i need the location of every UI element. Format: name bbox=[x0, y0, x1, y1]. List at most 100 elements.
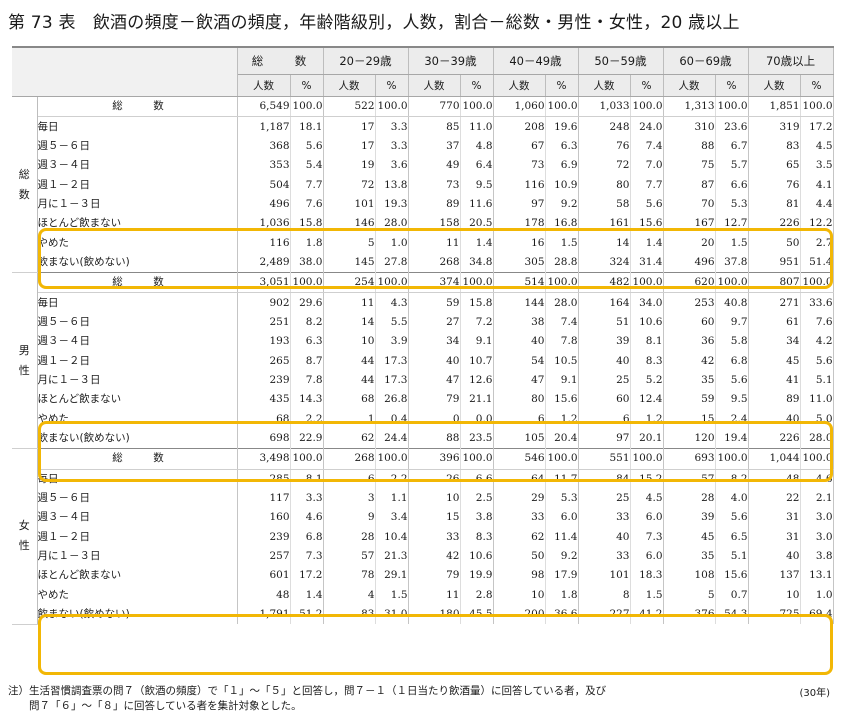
cell-count: 693 bbox=[663, 448, 716, 470]
cell-percent: 7.7 bbox=[630, 175, 664, 195]
cell-percent: 51.4 bbox=[800, 252, 834, 273]
cell-count: 725 bbox=[748, 604, 801, 625]
cell-percent: 37.8 bbox=[715, 252, 749, 273]
cell-percent: 1.4 bbox=[290, 585, 324, 605]
cell-count: 6,549 bbox=[237, 95, 291, 118]
cell-percent: 7.3 bbox=[290, 546, 324, 567]
cell-count: 2,489 bbox=[237, 252, 291, 273]
cell-percent: 100.0 bbox=[460, 448, 494, 470]
cell-percent: 100.0 bbox=[715, 95, 749, 118]
cell-count: 97 bbox=[578, 428, 631, 449]
footnote-line: 生活習慣調査票の問７（飲酒の頻度）で「１」～「５」と回答し，問７－１（１日当たり… bbox=[29, 685, 607, 697]
cell-percent: 21.1 bbox=[460, 390, 494, 410]
cell-percent: 4.8 bbox=[460, 136, 494, 157]
cell-count: 79 bbox=[408, 566, 461, 586]
cell-count: 496 bbox=[663, 252, 716, 273]
cell-percent: 1.2 bbox=[545, 409, 579, 429]
cell-count: 160 bbox=[237, 508, 291, 528]
cell-count: 504 bbox=[237, 175, 291, 195]
cell-percent: 100.0 bbox=[375, 448, 409, 470]
cell-percent: 1.8 bbox=[290, 233, 324, 253]
footnote: 注） 生活習慣調査票の問７（飲酒の頻度）で「１」～「５」と回答し，問７－１（１日… bbox=[8, 684, 606, 714]
cell-percent: 20.5 bbox=[460, 214, 494, 234]
cell-count: 57 bbox=[663, 469, 716, 489]
cell-percent: 15.6 bbox=[630, 214, 664, 234]
table-row: 飲まない(飲めない) 1,791 51.2 83 31.0 180 45.5 200 36.6 2… bbox=[12, 604, 834, 625]
cell-count: 200 bbox=[493, 604, 546, 625]
cell-count: 34 bbox=[748, 332, 801, 352]
cell-percent: 10.9 bbox=[545, 175, 579, 195]
cell-percent: 100.0 bbox=[800, 448, 834, 470]
cell-count: 97 bbox=[493, 194, 546, 215]
cell-count: 58 bbox=[578, 194, 631, 215]
cell-percent: 6.0 bbox=[630, 508, 664, 528]
table-row: 週５－６日 117 3.3 3 1.1 10 2.5 29 5.3 25 4.5 28 4.0 22 2.1 bbox=[12, 488, 834, 509]
table-row: 週１－２日 239 6.8 28 10.4 33 8.3 62 11.4 40 7.3 45 6.5 31… bbox=[12, 527, 834, 547]
cell-count: 72 bbox=[323, 175, 376, 195]
cell-percent: 22.9 bbox=[290, 428, 324, 449]
cell-count: 11 bbox=[323, 292, 376, 313]
table-row: 月に１－３日 257 7.3 57 21.3 42 10.6 50 9.2 33 6.0 35 5.1 4… bbox=[12, 546, 834, 567]
cell-percent: 16.8 bbox=[545, 214, 579, 234]
cell-count: 257 bbox=[237, 546, 291, 567]
row-label: 月に１－３日 bbox=[37, 370, 238, 391]
cell-percent: 7.2 bbox=[460, 312, 494, 333]
row-label: 月に１－３日 bbox=[37, 194, 238, 215]
table-row: 週５－６日 251 8.2 14 5.5 27 7.2 38 7.4 51 10.6 60 9.7 61 7… bbox=[12, 312, 834, 333]
cell-percent: 5.6 bbox=[800, 351, 834, 371]
cell-count: 76 bbox=[748, 175, 801, 195]
cell-count: 89 bbox=[408, 194, 461, 215]
col-subheader-percent: % bbox=[290, 74, 324, 97]
cell-count: 68 bbox=[323, 390, 376, 410]
cell-percent: 11.7 bbox=[545, 469, 579, 489]
cell-count: 62 bbox=[493, 527, 546, 547]
col-subheader-count: 人数 bbox=[578, 74, 631, 97]
cell-percent: 7.4 bbox=[545, 312, 579, 333]
cell-count: 374 bbox=[408, 272, 461, 294]
cell-percent: 12.4 bbox=[630, 390, 664, 410]
cell-count: 70 bbox=[663, 194, 716, 215]
cell-percent: 0.4 bbox=[375, 409, 409, 429]
cell-count: 1,060 bbox=[493, 95, 546, 118]
col-group-header: 総 数 bbox=[237, 46, 324, 75]
cell-percent: 6.8 bbox=[290, 527, 324, 547]
row-label: 毎日 bbox=[37, 116, 238, 137]
cell-count: 305 bbox=[493, 252, 546, 273]
cell-count: 22 bbox=[748, 488, 801, 509]
table-row: 総数総 数 6,549 100.0 522 100.0 770 100.0 1,060 100.… bbox=[12, 95, 834, 274]
cell-count: 42 bbox=[663, 351, 716, 371]
cell-count: 951 bbox=[748, 252, 801, 273]
cell-count: 108 bbox=[663, 566, 716, 586]
cell-percent: 5.6 bbox=[715, 370, 749, 391]
cell-count: 6 bbox=[578, 409, 631, 429]
col-group-header: 50－59歳 bbox=[578, 46, 664, 75]
cell-percent: 38.0 bbox=[290, 252, 324, 273]
table-row: やめた 68 2.2 1 0.4 0 0.0 6 1.2 6 1.2 15 2.4 40 5.0 bbox=[12, 409, 834, 429]
cell-percent: 5.5 bbox=[375, 312, 409, 333]
cell-percent: 18.1 bbox=[290, 116, 324, 137]
cell-percent: 100.0 bbox=[545, 95, 579, 118]
cell-count: 28 bbox=[323, 527, 376, 547]
cell-count: 105 bbox=[493, 428, 546, 449]
cell-count: 79 bbox=[408, 390, 461, 410]
col-subheader-percent: % bbox=[800, 74, 834, 97]
cell-count: 73 bbox=[408, 175, 461, 195]
table-row: やめた 48 1.4 4 1.5 11 2.8 10 1.8 8 1.5 5 0.7 10 1.0 bbox=[12, 585, 834, 605]
row-label: やめた bbox=[37, 233, 238, 253]
table-row: 男性総 数 3,051 100.0 254 100.0 374 100.0 514 100.0 4… bbox=[12, 272, 834, 450]
cell-count: 16 bbox=[493, 233, 546, 253]
cell-percent: 6.4 bbox=[460, 156, 494, 176]
cell-count: 268 bbox=[408, 252, 461, 273]
cell-count: 1,187 bbox=[237, 116, 291, 137]
cell-count: 324 bbox=[578, 252, 631, 273]
cell-count: 482 bbox=[578, 272, 631, 294]
col-subheader-percent: % bbox=[715, 74, 749, 97]
cell-percent: 29.6 bbox=[290, 292, 324, 313]
cell-percent: 5.6 bbox=[290, 136, 324, 157]
cell-count: 310 bbox=[663, 116, 716, 137]
cell-percent: 100.0 bbox=[290, 448, 324, 470]
cell-percent: 100.0 bbox=[715, 448, 749, 470]
cell-count: 1,044 bbox=[748, 448, 801, 470]
cell-count: 25 bbox=[578, 370, 631, 391]
cell-count: 1,313 bbox=[663, 95, 716, 118]
